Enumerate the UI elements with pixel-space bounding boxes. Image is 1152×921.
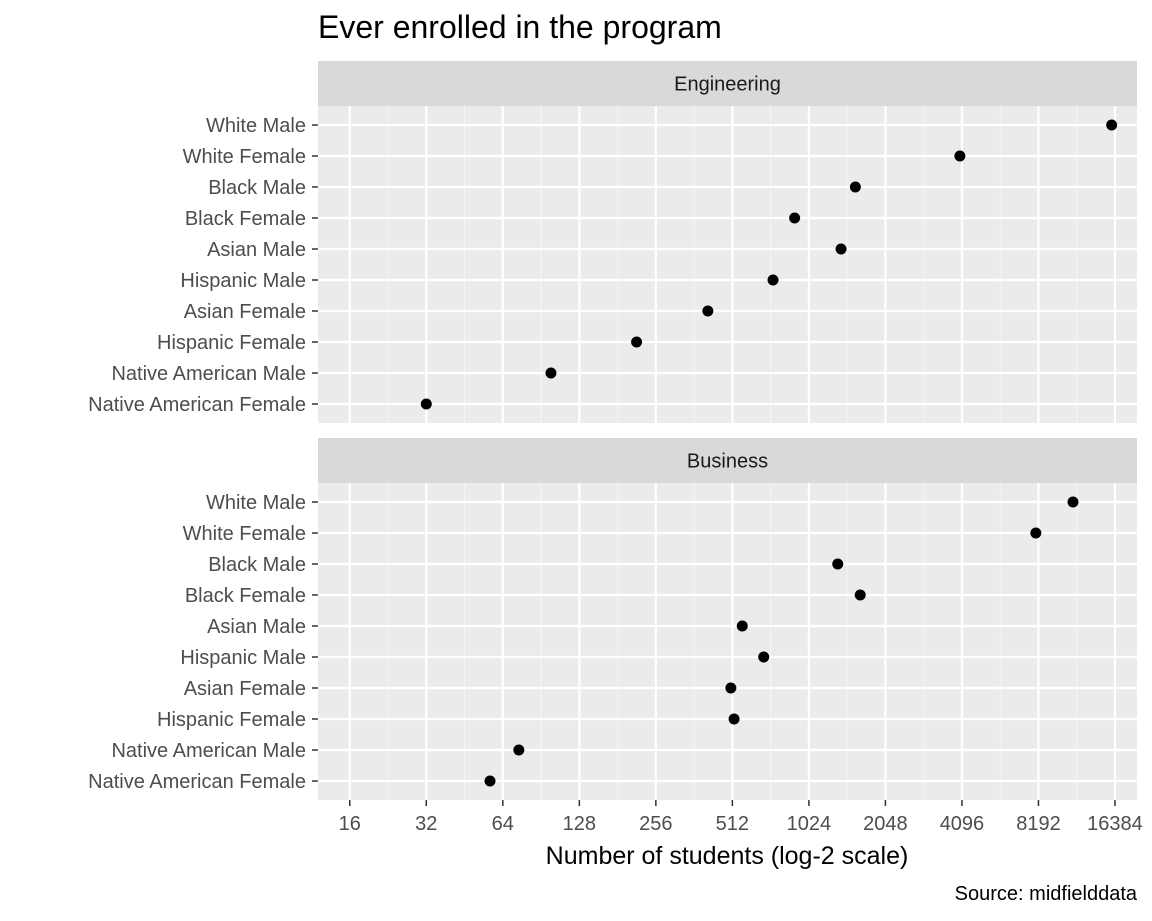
y-tick-label: Native American Male [111, 363, 306, 385]
y-tick-label: Asian Female [184, 301, 306, 323]
y-tick-label: Black Female [185, 208, 306, 230]
data-point [1106, 119, 1118, 131]
caption: Source: midfielddata [955, 883, 1138, 905]
data-point [545, 367, 557, 379]
y-tick-label: White Female [183, 146, 306, 168]
data-point [1067, 496, 1079, 508]
y-tick-label: Asian Male [207, 616, 306, 638]
data-point [725, 682, 737, 694]
data-point [702, 305, 714, 317]
y-tick-label: Hispanic Female [157, 709, 306, 731]
data-point [728, 713, 740, 725]
facet-strip [318, 61, 1137, 106]
x-tick-label: 4096 [940, 813, 985, 835]
data-point [835, 243, 847, 255]
facet-strip-label: Business [687, 451, 768, 473]
data-point [513, 744, 525, 756]
y-tick-label: Hispanic Male [180, 270, 306, 292]
data-point [420, 398, 432, 410]
facet-business: Business White Male White Female Black Male… [88, 438, 1137, 800]
facet-strip [318, 438, 1137, 483]
x-tick-label: 64 [492, 813, 514, 835]
x-axis: 16 32 64 128 256 512 1024 2048 4096 8192 16384 [339, 800, 1143, 835]
facet-strip-label: Engineering [674, 74, 781, 96]
x-tick-label: 256 [639, 813, 672, 835]
x-tick-label: 512 [716, 813, 749, 835]
y-tick-label: Asian Male [207, 239, 306, 261]
panel-background [318, 483, 1137, 800]
x-tick-label: 128 [563, 813, 596, 835]
data-point [789, 212, 801, 224]
y-tick-label: Native American Male [111, 740, 306, 762]
data-point [832, 558, 844, 570]
data-point [954, 150, 966, 162]
facets: Engineering White Male White Female Black M… [88, 61, 1137, 800]
y-tick-label: Black Male [208, 554, 306, 576]
y-tick-label: White Male [206, 115, 306, 137]
data-point [849, 181, 861, 193]
x-tick-label: 2048 [863, 813, 908, 835]
y-tick-label: Hispanic Male [180, 647, 306, 669]
data-point [736, 620, 748, 632]
x-tick-label: 8192 [1016, 813, 1061, 835]
y-tick-label: Black Male [208, 177, 306, 199]
y-tick-label: Native American Female [88, 394, 306, 416]
data-point [484, 775, 496, 787]
data-point [854, 589, 866, 601]
x-tick-label: 16 [339, 813, 361, 835]
data-point [631, 336, 643, 348]
facet-engineering: Engineering White Male White Female Black M… [88, 61, 1137, 423]
y-tick-label: White Male [206, 492, 306, 514]
x-tick-label: 1024 [787, 813, 832, 835]
y-tick-label: White Female [183, 523, 306, 545]
x-axis-title: Number of students (log-2 scale) [546, 842, 909, 870]
panel-background [318, 106, 1137, 423]
y-tick-label: Asian Female [184, 678, 306, 700]
y-tick-label: Black Female [185, 585, 306, 607]
data-point [1030, 527, 1042, 539]
x-tick-label: 16384 [1087, 813, 1143, 835]
data-point [758, 651, 770, 663]
y-tick-label: Hispanic Female [157, 332, 306, 354]
y-tick-label: Native American Female [88, 771, 306, 793]
chart-title: Ever enrolled in the program [318, 9, 722, 45]
data-point [767, 274, 779, 286]
x-tick-label: 32 [415, 813, 437, 835]
